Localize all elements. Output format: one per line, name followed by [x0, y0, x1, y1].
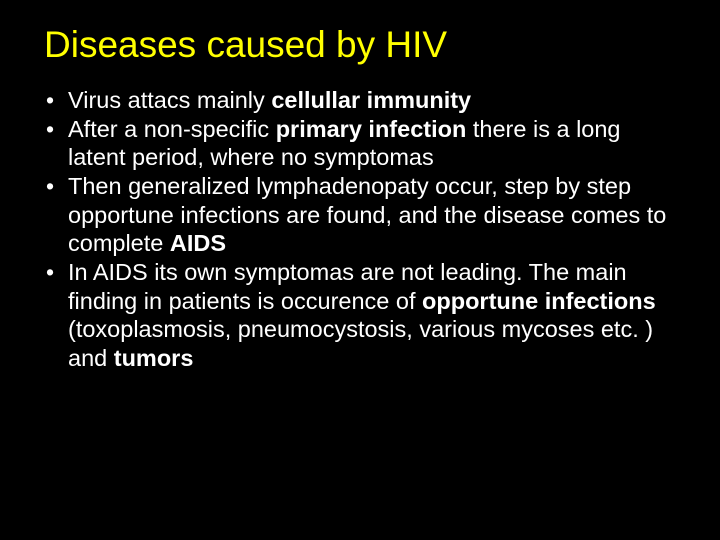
- bullet-text-bold: cellullar immunity: [271, 87, 471, 113]
- bullet-item: After a non-specific primary infection t…: [50, 115, 684, 172]
- slide: Diseases caused by HIV Virus attacs main…: [0, 0, 720, 540]
- bullet-text-bold: primary infection: [276, 116, 473, 142]
- bullet-text-bold: opportune infections: [422, 288, 656, 314]
- bullet-text: After a non-specific: [68, 116, 276, 142]
- bullet-item: Then generalized lymphadenopaty occur, s…: [50, 172, 684, 258]
- bullet-text: Then generalized lymphadenopaty occur, s…: [68, 173, 666, 256]
- bullet-list: Virus attacs mainly cellullar immunityAf…: [36, 86, 684, 373]
- slide-title: Diseases caused by HIV: [44, 24, 684, 66]
- bullet-text-bold: AIDS: [170, 230, 226, 256]
- bullet-text: Virus attacs mainly: [68, 87, 271, 113]
- bullet-item: Virus attacs mainly cellullar immunity: [50, 86, 684, 115]
- bullet-item: In AIDS its own symptomas are not leadin…: [50, 258, 684, 373]
- bullet-text-bold: tumors: [114, 345, 194, 371]
